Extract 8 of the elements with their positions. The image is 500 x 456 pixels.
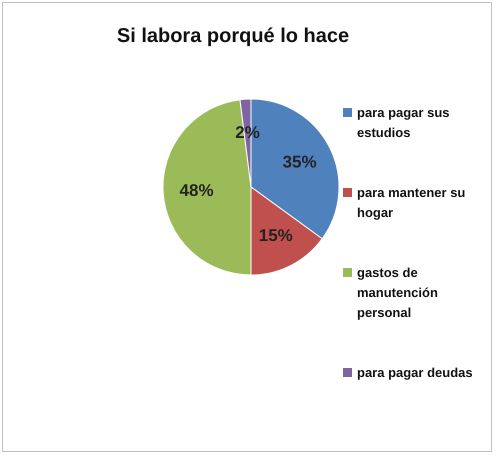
legend-label: para pagar deudas: [357, 364, 473, 382]
legend-label: gastos de manutención personal: [357, 264, 439, 322]
data-label: 35%: [282, 152, 317, 172]
data-label: 48%: [180, 180, 214, 200]
data-label: 15%: [258, 226, 293, 246]
chart-title: Si labora porqué lo hace: [116, 25, 350, 48]
legend-label: para mantener su hogar: [357, 184, 466, 222]
legend-label: para pagar sus estudios: [357, 104, 450, 142]
